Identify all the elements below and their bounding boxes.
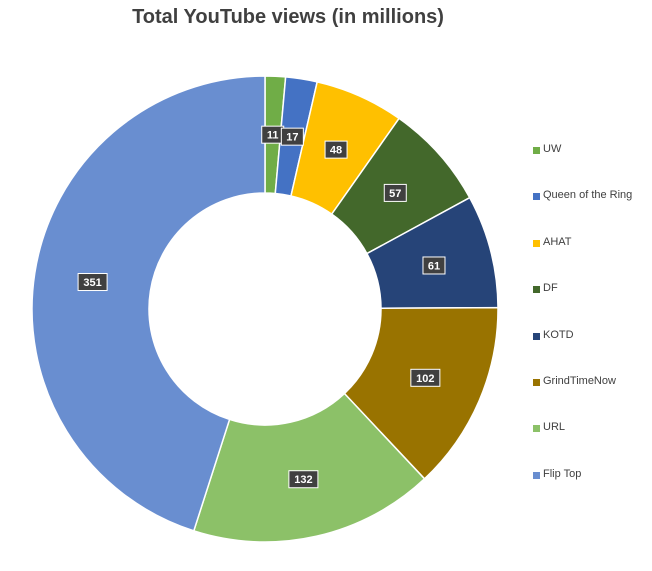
data-label-uw: 11 (261, 125, 285, 144)
legend-label: UW (543, 143, 562, 155)
legend-label: Queen of the Ring (543, 189, 633, 202)
legend-swatch (533, 332, 540, 340)
chart-title: Total YouTube views (in millions) (132, 6, 444, 28)
data-label-box (324, 140, 348, 159)
legend-label: URL (543, 421, 566, 434)
data-label-box (383, 183, 407, 202)
legend-item-ahat: AHAT (533, 236, 632, 282)
legend: UW Queen of the Ring AHAT DF KOTD GrindTimeNo… (533, 143, 632, 514)
legend-swatch (533, 239, 540, 247)
slices-layer (31, 75, 499, 543)
data-label-text: 48 (330, 145, 342, 157)
legend-label: AHAT (543, 235, 572, 248)
legend-item-df: DF (533, 282, 632, 328)
data-label-box (280, 127, 304, 146)
slice-flip-top (31, 75, 266, 532)
data-label-box (77, 273, 108, 292)
legend-swatch (533, 378, 540, 386)
legend-label: DF (543, 282, 558, 295)
legend-label: Flip Top (543, 467, 582, 480)
data-label-box (410, 368, 441, 387)
legend-swatch (533, 425, 540, 433)
data-label-text: 132 (294, 474, 312, 486)
data-labels-layer: 11 17 48 57 61 102 132 351 (77, 125, 446, 489)
legend-item-kotd: KOTD (533, 329, 632, 375)
legend-item-flip-top: Flip Top (533, 468, 632, 514)
legend-item-queen-of-the-ring: Queen of the Ring (533, 189, 632, 235)
data-label-grindtimenow: 102 (410, 368, 441, 387)
data-label-kotd: 61 (422, 256, 446, 275)
legend-label: GrindTimeNow (543, 374, 616, 387)
slice-url (192, 392, 426, 543)
legend-swatch (533, 193, 540, 201)
data-label-url: 132 (288, 470, 319, 489)
data-label-box (288, 470, 319, 489)
legend-swatch (533, 147, 540, 154)
legend-swatch (533, 286, 540, 294)
legend-item-grindtimenow: GrindTimeNow (533, 375, 632, 421)
data-label-text: 351 (83, 277, 101, 289)
data-label-box (422, 256, 446, 275)
data-label-df: 57 (383, 183, 407, 202)
data-label-flip-top: 351 (77, 273, 108, 292)
legend-swatch (533, 471, 540, 479)
legend-label: KOTD (543, 328, 574, 341)
legend-item-url: URL (533, 421, 632, 467)
data-label-ahat: 48 (324, 140, 348, 159)
data-label-text: 11 (267, 130, 279, 142)
data-label-text: 57 (389, 188, 401, 200)
slice-grindtimenow (343, 306, 499, 480)
data-label-text: 61 (428, 260, 440, 272)
data-label-text: 17 (286, 132, 298, 144)
data-label-queen-of-the-ring: 17 (280, 127, 304, 146)
data-label-text: 102 (416, 373, 434, 385)
legend-item-uw: UW (533, 143, 632, 189)
